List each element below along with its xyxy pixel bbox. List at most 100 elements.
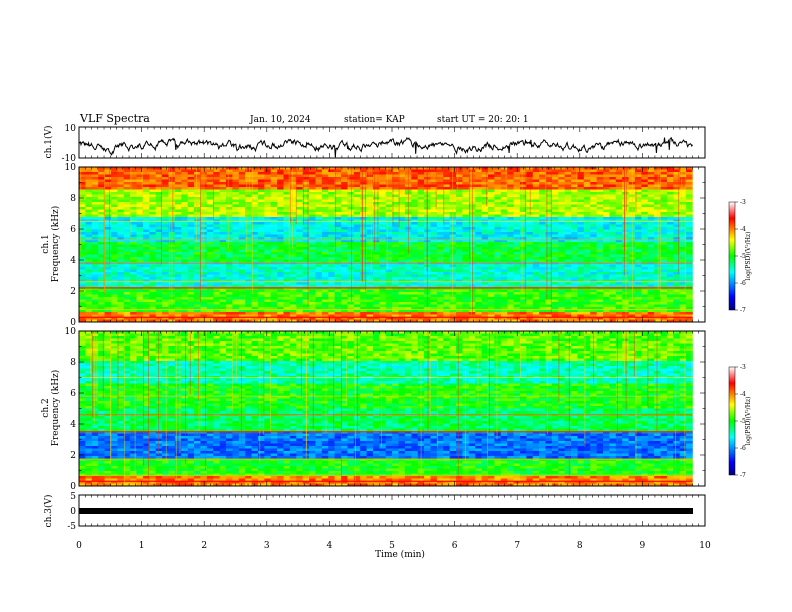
spectrogram-cell bbox=[654, 242, 661, 245]
spectrogram-cell bbox=[366, 259, 374, 263]
spectrogram-cell bbox=[194, 229, 201, 233]
spectrogram-cell bbox=[219, 284, 227, 288]
spectrogram-cell bbox=[309, 267, 316, 270]
spectrogram-cell bbox=[494, 227, 502, 230]
spectrogram-cell bbox=[583, 249, 591, 253]
spectrogram-cell bbox=[647, 272, 655, 275]
spectrogram-cell bbox=[257, 254, 265, 258]
spectrogram-cell bbox=[603, 189, 610, 193]
spectrogram-cell bbox=[411, 267, 418, 270]
spectrogram-cell bbox=[162, 209, 169, 213]
spectrogram-cell bbox=[264, 172, 272, 175]
spectrogram-cell bbox=[123, 267, 131, 270]
spectrogram-cell bbox=[596, 174, 604, 178]
spectrogram-cell bbox=[519, 279, 527, 283]
spectrogram-cell bbox=[532, 229, 540, 233]
spectrogram-cell bbox=[328, 272, 335, 275]
spectrogram-cell bbox=[462, 249, 470, 253]
spectrogram-cell bbox=[615, 284, 623, 288]
spectrogram-cell bbox=[277, 282, 284, 285]
spectrogram-cell bbox=[379, 247, 387, 250]
spectrogram-cell bbox=[615, 194, 623, 198]
spectrogram-cell bbox=[634, 277, 642, 280]
spectrogram-cell bbox=[615, 267, 623, 270]
spectrogram-cell bbox=[456, 217, 463, 220]
spectrogram-cell bbox=[117, 242, 125, 245]
spectrogram-cell bbox=[564, 242, 572, 245]
spectrogram-cell bbox=[494, 217, 502, 220]
spectrogram-cell bbox=[302, 259, 310, 263]
spectrogram-cell bbox=[647, 197, 655, 200]
spectrogram-cell bbox=[660, 249, 668, 253]
spectrogram-cell bbox=[257, 202, 265, 205]
spectrogram-cell bbox=[654, 259, 661, 263]
spectrogram-cell bbox=[487, 197, 495, 200]
spectrogram-cell bbox=[289, 269, 297, 273]
spectrogram-cell bbox=[628, 254, 636, 258]
spectrogram-cell bbox=[232, 214, 240, 218]
spectrogram-cell bbox=[155, 279, 163, 283]
spectrogram-cell bbox=[296, 254, 303, 258]
spectrogram-cell bbox=[353, 244, 361, 248]
spectrogram-cell bbox=[475, 199, 482, 203]
spectrogram-cell bbox=[634, 212, 642, 215]
spectrogram-cell bbox=[571, 239, 578, 243]
spectrogram-cell bbox=[583, 214, 591, 218]
spectrogram-cell bbox=[673, 257, 680, 260]
spectrogram-cell bbox=[149, 192, 156, 195]
spectrogram-cell bbox=[590, 272, 597, 275]
spectrogram-cell bbox=[577, 234, 585, 238]
spectrogram-cell bbox=[654, 212, 661, 215]
spectrogram-cell bbox=[417, 227, 425, 230]
spectrogram-cell bbox=[526, 232, 534, 235]
spectrogram-cell bbox=[251, 172, 259, 175]
spectrogram-cell bbox=[411, 227, 418, 230]
spectrogram-cell bbox=[545, 167, 553, 170]
spectrogram-cell bbox=[596, 199, 604, 203]
spectrogram-cell bbox=[91, 267, 99, 270]
spectrogram-cell bbox=[321, 177, 329, 180]
spectrogram-cell bbox=[225, 212, 233, 215]
spectrogram-cell bbox=[404, 284, 412, 288]
spectrogram-cell bbox=[615, 199, 623, 203]
spectrogram-cell bbox=[110, 199, 118, 203]
spectrogram-cell bbox=[194, 177, 201, 180]
spectrogram-cell bbox=[666, 224, 674, 228]
spectrogram-cell bbox=[634, 194, 642, 198]
spectrogram-cell bbox=[149, 274, 156, 278]
spectrogram-cell bbox=[526, 177, 534, 180]
spectrogram-cell bbox=[436, 259, 444, 263]
spectrogram-cell bbox=[475, 249, 482, 253]
spectrogram-cell bbox=[571, 264, 578, 268]
spectrogram-cell bbox=[98, 229, 105, 233]
spectrogram-cell bbox=[309, 172, 316, 175]
spectrogram-cell bbox=[679, 284, 687, 288]
spectrogram-cell bbox=[206, 239, 214, 243]
spectrogram-cell bbox=[558, 184, 565, 188]
spectrogram-cell bbox=[487, 247, 495, 250]
spectrogram-cell bbox=[315, 187, 323, 190]
spectrogram-cell bbox=[392, 244, 399, 248]
spectrogram-cell bbox=[456, 182, 463, 185]
spectrogram-cell bbox=[104, 237, 112, 240]
spectrogram-cell bbox=[270, 214, 278, 218]
spectrogram-cell bbox=[609, 257, 617, 260]
spectrogram-cell bbox=[309, 249, 316, 253]
spectrogram-cell bbox=[194, 284, 201, 288]
spectrogram-cell bbox=[545, 269, 553, 273]
spectrogram-cell bbox=[360, 264, 367, 268]
spectrogram-cell bbox=[162, 174, 169, 178]
spectrogram-cell bbox=[162, 234, 169, 238]
spectrogram-cell bbox=[507, 264, 514, 268]
spectrogram-cell bbox=[494, 222, 502, 225]
spectrogram-cell bbox=[443, 267, 450, 270]
spectrogram-cell bbox=[379, 229, 387, 233]
spectrogram-cell bbox=[372, 209, 380, 213]
spectrogram-cell bbox=[85, 257, 93, 260]
spectrogram-cell bbox=[315, 189, 323, 193]
spectrogram-cell bbox=[430, 242, 438, 245]
spectrogram-cell bbox=[341, 182, 348, 185]
ch1-ytick-bottom: -10 bbox=[62, 154, 77, 164]
spectrogram-cell bbox=[187, 234, 195, 238]
spectrogram-cell bbox=[372, 272, 380, 275]
